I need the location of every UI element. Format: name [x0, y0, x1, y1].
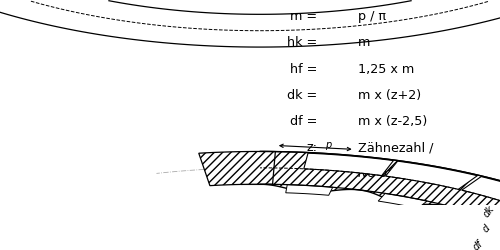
Text: p / π: p / π [358, 10, 386, 23]
Text: df =: df = [290, 115, 318, 128]
Polygon shape [199, 152, 276, 186]
Text: hf =: hf = [290, 63, 318, 76]
Text: 1,25 x m: 1,25 x m [358, 63, 414, 76]
Polygon shape [286, 185, 333, 195]
Text: z:: z: [306, 141, 318, 154]
Polygon shape [462, 213, 500, 231]
Text: m x (z+2): m x (z+2) [358, 89, 420, 102]
Text: Zähnezahl /: Zähnezahl / [358, 141, 433, 154]
Text: p: p [325, 140, 332, 150]
Polygon shape [304, 153, 394, 176]
Text: d: d [480, 223, 492, 234]
Text: dk: dk [482, 204, 497, 220]
Text: hk: hk [244, 154, 256, 165]
Text: hf: hf [246, 171, 256, 181]
Text: hk =: hk = [287, 36, 318, 50]
Text: df: df [470, 238, 484, 250]
Text: m =: m = [290, 10, 318, 23]
Text: m: m [358, 36, 370, 50]
Polygon shape [378, 194, 427, 208]
Text: No of tooth: No of tooth [358, 168, 428, 180]
Text: m x (z-2,5): m x (z-2,5) [358, 115, 427, 128]
Text: dk =: dk = [287, 89, 318, 102]
Polygon shape [386, 161, 478, 189]
Polygon shape [462, 176, 500, 209]
Polygon shape [260, 152, 500, 233]
